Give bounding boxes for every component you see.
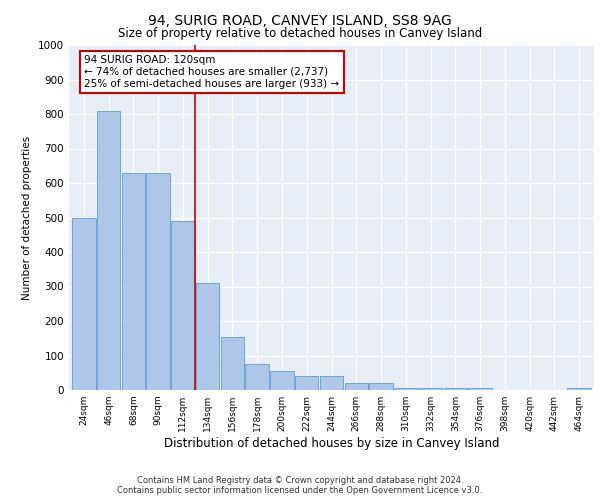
Bar — [97, 110, 121, 390]
Bar — [221, 336, 244, 390]
Bar — [72, 218, 95, 390]
Y-axis label: Number of detached properties: Number of detached properties — [22, 136, 32, 300]
Bar — [394, 388, 418, 390]
Bar — [122, 172, 145, 390]
Bar — [270, 371, 294, 390]
Bar — [344, 383, 368, 390]
Bar — [196, 283, 220, 390]
Bar — [369, 383, 393, 390]
X-axis label: Distribution of detached houses by size in Canvey Island: Distribution of detached houses by size … — [164, 437, 499, 450]
Bar — [146, 172, 170, 390]
Text: 94 SURIG ROAD: 120sqm
← 74% of detached houses are smaller (2,737)
25% of semi-d: 94 SURIG ROAD: 120sqm ← 74% of detached … — [85, 56, 340, 88]
Bar — [245, 364, 269, 390]
Bar — [443, 388, 467, 390]
Bar — [568, 388, 591, 390]
Text: Contains HM Land Registry data © Crown copyright and database right 2024.
Contai: Contains HM Land Registry data © Crown c… — [118, 476, 482, 495]
Text: 94, SURIG ROAD, CANVEY ISLAND, SS8 9AG: 94, SURIG ROAD, CANVEY ISLAND, SS8 9AG — [148, 14, 452, 28]
Bar — [171, 221, 194, 390]
Bar — [469, 388, 492, 390]
Bar — [419, 388, 442, 390]
Text: Size of property relative to detached houses in Canvey Island: Size of property relative to detached ho… — [118, 28, 482, 40]
Bar — [320, 376, 343, 390]
Bar — [295, 376, 319, 390]
